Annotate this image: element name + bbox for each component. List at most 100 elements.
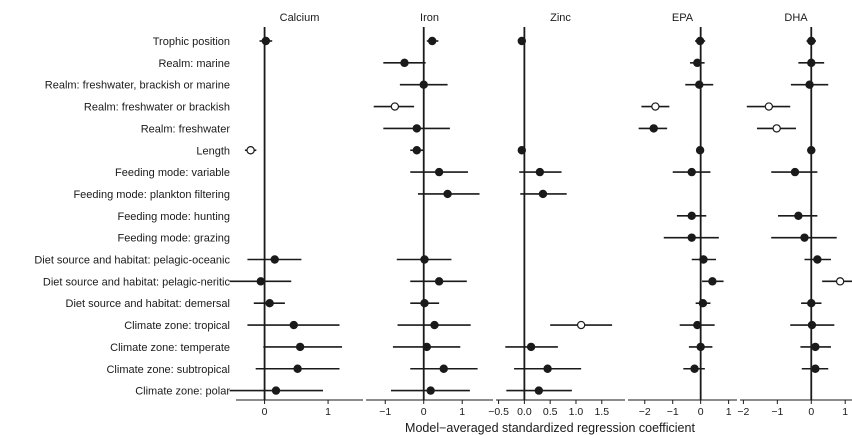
point-estimate: [256, 277, 265, 286]
x-tick-label: 1: [459, 406, 465, 418]
point-estimate: [271, 386, 281, 395]
point-estimate: [270, 255, 279, 264]
panels: Calcium 0 1 Iron −1 0 1 Zinc −0.5 0.0 0.5 1.0 1.5 EPA…: [229, 12, 852, 418]
x-tick-label: 0: [698, 406, 704, 418]
panel-title: Zinc: [550, 12, 571, 24]
point-estimate: [400, 58, 409, 68]
point-estimate: [295, 342, 305, 352]
x-tick-label: 1: [726, 406, 732, 418]
point-estimate: [687, 211, 696, 220]
predictor-label: Realm: marine: [158, 58, 230, 70]
point-estimate-open: [390, 102, 400, 111]
point-estimate: [811, 364, 820, 373]
predictor-label: Realm: freshwater, brackish or marine: [45, 80, 230, 92]
point-estimate: [805, 80, 814, 89]
point-estimate: [698, 299, 708, 308]
predictor-label: Climate zone: polar: [135, 386, 230, 398]
x-tick-label: 0: [421, 406, 427, 418]
predictor-label: Realm: freshwater or brackish: [84, 102, 230, 114]
point-estimate-open: [835, 277, 845, 286]
point-estimate: [517, 146, 527, 155]
panel-dha: DHA −2 −1 0 1: [737, 12, 852, 418]
point-estimate: [439, 364, 448, 373]
point-estimate: [261, 36, 271, 46]
point-estimate-open: [246, 146, 255, 155]
panel-iron: Iron −1 0 1: [366, 12, 493, 418]
point-estimate: [265, 299, 274, 308]
x-tick-label: 0: [808, 406, 814, 418]
point-estimate: [695, 146, 705, 155]
point-estimate: [807, 36, 816, 46]
point-estimate: [695, 36, 705, 46]
point-estimate: [807, 299, 816, 308]
predictor-label: Feeding mode: plankton filtering: [73, 189, 230, 201]
point-estimate: [430, 320, 439, 330]
predictor-label: Feeding mode: variable: [115, 167, 230, 179]
point-estimate: [526, 342, 536, 352]
x-tick-label: 0.0: [517, 406, 532, 418]
point-estimate: [538, 189, 548, 199]
point-estimate: [419, 80, 428, 89]
point-estimate: [695, 80, 704, 89]
panel-title: DHA: [784, 12, 808, 24]
point-estimate: [693, 58, 702, 68]
predictor-label: Climate zone: subtropical: [106, 364, 230, 376]
panel-zinc: Zinc −0.5 0.0 0.5 1.0 1.5: [488, 12, 625, 418]
point-estimate-open: [651, 102, 660, 111]
predictor-label: Feeding mode: hunting: [117, 211, 230, 223]
point-estimate: [699, 255, 708, 264]
point-estimate: [687, 167, 696, 177]
x-tick-label: −1: [379, 406, 391, 418]
predictor-labels: Trophic position Realm: marine Realm: fres…: [34, 36, 230, 398]
point-estimate: [420, 255, 429, 264]
point-estimate: [412, 124, 421, 133]
point-estimate-open: [772, 124, 781, 133]
point-estimate: [293, 364, 302, 373]
point-estimate: [434, 277, 444, 286]
predictor-label: Climate zone: tropical: [124, 320, 230, 332]
predictor-label: Climate zone: temperate: [110, 342, 230, 354]
point-estimate: [687, 233, 696, 242]
x-tick-label: −2: [737, 406, 749, 418]
point-estimate: [535, 167, 545, 177]
point-estimate: [813, 255, 822, 264]
point-estimate: [807, 320, 817, 330]
panel-title: EPA: [672, 12, 694, 24]
panel-title: Calcium: [280, 12, 320, 24]
x-tick-label: −2: [639, 406, 651, 418]
point-estimate: [690, 364, 699, 373]
point-estimate: [649, 124, 658, 133]
point-estimate: [422, 342, 432, 352]
point-estimate: [534, 386, 544, 395]
point-estimate: [800, 233, 809, 242]
point-estimate: [517, 36, 527, 46]
x-axis-label: Model−averaged standardized regression c…: [405, 421, 695, 435]
predictor-label: Diet source and habitat: pelagic-neritic: [43, 276, 231, 288]
predictor-label: Diet source and habitat: demersal: [66, 298, 230, 310]
panel-title: Iron: [420, 12, 439, 24]
point-estimate: [807, 146, 816, 155]
x-tick-label: 1.0: [569, 406, 584, 418]
x-tick-label: −0.5: [488, 406, 509, 418]
point-estimate: [427, 36, 437, 46]
point-estimate: [794, 211, 803, 220]
point-estimate: [790, 167, 800, 177]
x-tick-label: 1: [842, 406, 848, 418]
point-estimate: [811, 342, 820, 352]
x-tick-label: −1: [667, 406, 679, 418]
predictor-label: Length: [196, 145, 230, 157]
predictor-label: Realm: freshwater: [141, 123, 231, 135]
predictor-label: Feeding mode: grazing: [117, 233, 230, 245]
point-estimate: [412, 146, 421, 155]
panel-calcium: Calcium 0 1: [229, 12, 363, 418]
x-tick-label: 1: [325, 406, 331, 418]
point-estimate: [420, 299, 429, 308]
x-tick-label: 0.5: [543, 406, 558, 418]
point-estimate: [708, 277, 717, 286]
point-estimate: [543, 364, 552, 373]
point-estimate: [807, 58, 816, 68]
panel-epa: EPA −2 −1 0 1: [628, 12, 737, 418]
point-estimate-open: [576, 320, 586, 330]
point-estimate: [426, 386, 435, 395]
